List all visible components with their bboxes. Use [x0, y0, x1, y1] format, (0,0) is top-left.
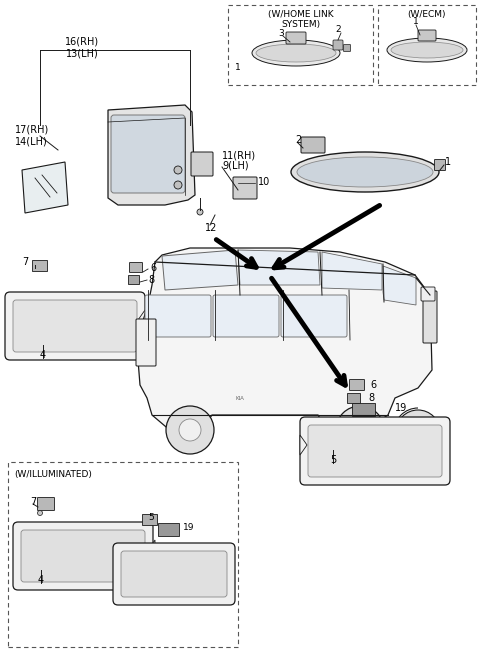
Text: (W/ILLUMINATED): (W/ILLUMINATED) [14, 470, 92, 478]
Text: 9(LH): 9(LH) [222, 160, 249, 170]
FancyBboxPatch shape [37, 497, 55, 510]
Polygon shape [162, 250, 238, 290]
FancyBboxPatch shape [281, 295, 347, 337]
Text: 2: 2 [335, 26, 341, 35]
FancyBboxPatch shape [347, 392, 360, 403]
Text: 1: 1 [235, 64, 241, 73]
FancyBboxPatch shape [13, 522, 153, 590]
Text: 19: 19 [183, 523, 194, 533]
Ellipse shape [391, 42, 463, 58]
Text: 14(LH): 14(LH) [15, 136, 48, 146]
Text: SYSTEM): SYSTEM) [281, 20, 320, 30]
Text: 17(RH): 17(RH) [15, 125, 49, 135]
Circle shape [174, 166, 182, 174]
Text: 7: 7 [30, 497, 36, 507]
FancyBboxPatch shape [233, 177, 257, 199]
Text: 8: 8 [368, 393, 374, 403]
FancyBboxPatch shape [13, 300, 137, 352]
Text: 13(LH): 13(LH) [66, 48, 98, 58]
FancyBboxPatch shape [21, 530, 145, 582]
Polygon shape [322, 252, 382, 290]
FancyBboxPatch shape [157, 522, 179, 535]
FancyBboxPatch shape [213, 295, 279, 337]
Ellipse shape [387, 38, 467, 62]
Text: 4: 4 [40, 350, 46, 360]
Circle shape [336, 406, 384, 454]
FancyBboxPatch shape [351, 403, 374, 415]
FancyBboxPatch shape [128, 274, 139, 283]
FancyBboxPatch shape [121, 551, 227, 597]
FancyBboxPatch shape [300, 417, 450, 485]
Circle shape [349, 419, 371, 441]
Ellipse shape [252, 40, 340, 66]
Text: 19: 19 [395, 403, 407, 413]
Bar [8, 462, 238, 647]
Polygon shape [148, 540, 155, 560]
Circle shape [166, 406, 214, 454]
Bar [228, 5, 373, 85]
FancyBboxPatch shape [286, 32, 306, 44]
Circle shape [408, 422, 428, 442]
Circle shape [396, 410, 440, 454]
Polygon shape [138, 310, 145, 330]
Ellipse shape [291, 152, 439, 192]
Bar [378, 5, 476, 85]
FancyBboxPatch shape [434, 159, 445, 171]
Text: (W/HOME LINK: (W/HOME LINK [268, 10, 333, 20]
Text: 5: 5 [330, 455, 336, 465]
FancyBboxPatch shape [5, 292, 145, 360]
Text: 6: 6 [150, 263, 156, 273]
Text: 2: 2 [295, 135, 301, 145]
Ellipse shape [256, 44, 336, 62]
Circle shape [197, 209, 203, 215]
FancyBboxPatch shape [418, 30, 436, 41]
Circle shape [37, 510, 43, 516]
Text: 3: 3 [278, 28, 284, 37]
Circle shape [179, 419, 201, 441]
Text: 16(RH): 16(RH) [65, 37, 99, 47]
FancyBboxPatch shape [301, 137, 325, 153]
Polygon shape [108, 105, 195, 205]
FancyBboxPatch shape [423, 291, 437, 343]
Polygon shape [22, 162, 68, 213]
FancyBboxPatch shape [111, 115, 185, 193]
Ellipse shape [297, 157, 433, 187]
Polygon shape [383, 266, 416, 305]
Text: 11(RH): 11(RH) [222, 150, 256, 160]
Polygon shape [238, 250, 320, 285]
FancyBboxPatch shape [32, 260, 47, 270]
FancyBboxPatch shape [421, 287, 435, 301]
Text: 1: 1 [445, 157, 451, 167]
FancyBboxPatch shape [142, 514, 156, 525]
Text: 12: 12 [205, 223, 217, 233]
Text: KIA: KIA [236, 396, 244, 401]
FancyBboxPatch shape [308, 425, 442, 477]
Text: 1: 1 [413, 18, 419, 26]
Polygon shape [138, 248, 432, 432]
FancyBboxPatch shape [136, 319, 156, 366]
FancyBboxPatch shape [349, 380, 364, 390]
FancyBboxPatch shape [113, 543, 235, 605]
Text: 4: 4 [38, 575, 44, 585]
Polygon shape [300, 435, 307, 455]
Text: 10: 10 [258, 177, 270, 187]
Text: 5: 5 [148, 514, 154, 522]
Text: 7: 7 [22, 257, 28, 267]
FancyBboxPatch shape [145, 295, 211, 337]
FancyBboxPatch shape [344, 45, 350, 52]
FancyBboxPatch shape [130, 262, 143, 272]
Text: (W/ECM): (W/ECM) [408, 10, 446, 20]
FancyBboxPatch shape [191, 152, 213, 176]
FancyBboxPatch shape [333, 40, 343, 50]
Text: 6: 6 [370, 380, 376, 390]
Text: 8: 8 [148, 275, 154, 285]
Circle shape [174, 181, 182, 189]
